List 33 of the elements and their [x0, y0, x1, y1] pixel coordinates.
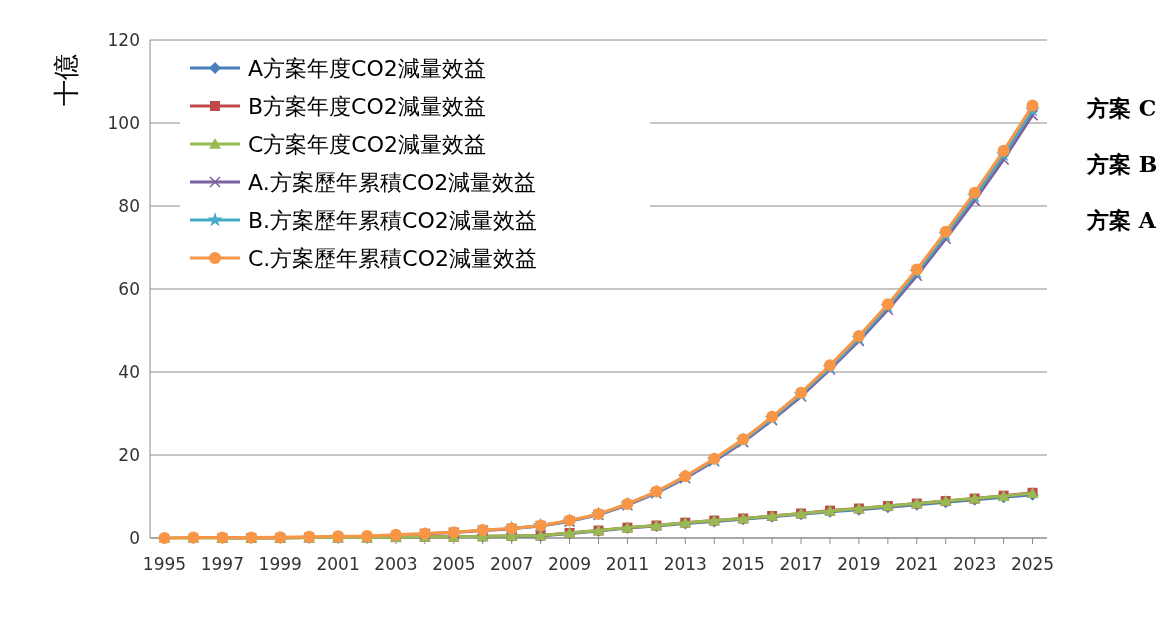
text: 方案 A — [1086, 206, 1157, 233]
y-tick-label: 0 — [129, 527, 140, 548]
x-tick-label: 2003 — [374, 554, 418, 574]
x-tick-label: 2023 — [953, 554, 997, 574]
legend-label: C方案年度CO2減量效益 — [248, 131, 487, 157]
y-tick-label: 40 — [118, 361, 140, 382]
y-tick-label: 100 — [107, 112, 140, 133]
x-tick-label: 1997 — [200, 554, 244, 574]
y-tick-label: 60 — [118, 278, 140, 299]
y-tick-label: 80 — [118, 195, 140, 216]
x-tick-label: 2019 — [837, 554, 881, 574]
x-tick-label: 2021 — [895, 554, 939, 574]
y-axis-title: 十億 — [51, 54, 81, 106]
x-tick-label: 2007 — [490, 554, 534, 574]
text: 方案 C — [1086, 94, 1157, 121]
x-tick-label: 2001 — [316, 554, 360, 574]
legend-label: B方案年度CO2減量效益 — [248, 93, 486, 119]
x-tick-label: 2017 — [779, 554, 823, 574]
x-tick-label: 2025 — [1010, 554, 1055, 574]
legend-label: C.方案歷年累積CO2減量效益 — [248, 245, 538, 271]
x-tick-label: 2015 — [721, 554, 765, 574]
x-tick-label: 2011 — [605, 554, 650, 574]
y-tick-label: 120 — [107, 29, 140, 50]
x-tick-label: 1999 — [258, 554, 302, 574]
legend-label: A方案年度CO2減量效益 — [248, 55, 486, 81]
legend-label: B.方案歷年累積CO2減量效益 — [248, 207, 537, 233]
x-tick-label: 2009 — [547, 554, 592, 574]
y-tick-label: 20 — [118, 444, 140, 465]
text: 方案 B — [1086, 150, 1157, 177]
x-tick-label: 2013 — [663, 554, 707, 574]
x-tick-label: 2005 — [432, 554, 476, 574]
x-tick-label: 1995 — [142, 554, 187, 574]
legend-label: A.方案歷年累積CO2減量效益 — [248, 169, 537, 195]
